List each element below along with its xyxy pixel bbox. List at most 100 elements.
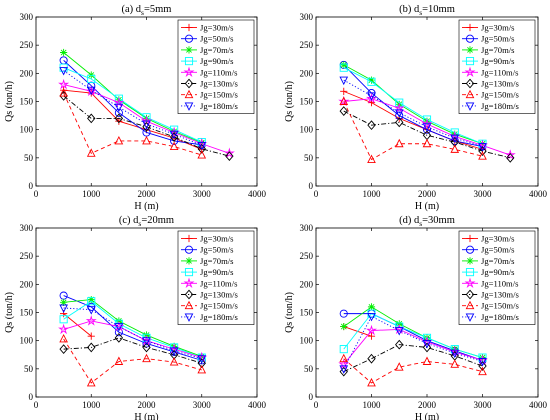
y-tick-label: 250 bbox=[300, 251, 314, 261]
data-point bbox=[339, 309, 348, 318]
data-point bbox=[142, 353, 151, 363]
legend-label: Jg=90m/s bbox=[481, 267, 515, 277]
y-tick-label: 50 bbox=[24, 153, 34, 163]
y-tick-label: 250 bbox=[20, 40, 34, 50]
data-point bbox=[395, 111, 404, 120]
x-tick-label: 0 bbox=[314, 400, 319, 410]
panel-title-subscript: s bbox=[419, 219, 422, 228]
data-point bbox=[142, 121, 151, 132]
data-point bbox=[340, 61, 348, 69]
legend-marker bbox=[184, 289, 194, 300]
series-line bbox=[343, 328, 483, 365]
series-8 bbox=[59, 304, 207, 364]
data-point bbox=[225, 151, 234, 162]
data-point bbox=[506, 152, 515, 163]
data-point bbox=[422, 123, 432, 132]
data-point bbox=[114, 113, 124, 124]
legend-label: Jg=50m/s bbox=[200, 34, 234, 44]
y-tick-label: 250 bbox=[20, 251, 34, 261]
data-point bbox=[478, 366, 487, 376]
data-point bbox=[197, 143, 206, 154]
legend-marker bbox=[183, 277, 195, 288]
legend-marker bbox=[185, 234, 193, 243]
legend-label: Jg=180m/s bbox=[200, 312, 238, 322]
panel-title-main: (c) d bbox=[119, 215, 139, 226]
data-point bbox=[422, 138, 432, 148]
data-point bbox=[450, 134, 460, 144]
series-7 bbox=[59, 88, 207, 159]
legend-marker bbox=[184, 89, 194, 99]
legend-marker bbox=[185, 257, 193, 265]
legend-label: Jg=70m/s bbox=[200, 45, 234, 55]
x-tick-label: 0 bbox=[34, 400, 39, 410]
legend-marker bbox=[464, 277, 476, 288]
data-point bbox=[367, 154, 376, 163]
series-line bbox=[343, 67, 483, 145]
y-tick-label: 50 bbox=[24, 364, 34, 374]
series-4 bbox=[59, 297, 206, 362]
y-tick-label: 200 bbox=[300, 279, 314, 289]
x-tick-label: 4000 bbox=[529, 189, 548, 199]
legend-label: Jg=50m/s bbox=[481, 34, 515, 44]
data-point bbox=[114, 108, 123, 117]
data-point bbox=[339, 365, 349, 374]
data-point bbox=[367, 303, 376, 311]
series-line bbox=[343, 64, 483, 148]
x-tick-label: 0 bbox=[314, 189, 319, 199]
data-point bbox=[367, 332, 376, 340]
y-tick-label: 0 bbox=[309, 181, 314, 191]
legend-label: Jg=110m/s bbox=[481, 67, 519, 77]
data-point bbox=[340, 87, 348, 95]
data-point bbox=[422, 356, 432, 365]
x-tick-label: 1000 bbox=[82, 189, 101, 199]
legend-marker bbox=[183, 66, 195, 77]
legend-label: Jg=150m/s bbox=[481, 301, 519, 311]
legend-label: Jg=110m/s bbox=[200, 278, 238, 288]
legend-marker bbox=[465, 268, 475, 277]
data-point bbox=[87, 113, 96, 124]
data-point bbox=[394, 109, 404, 118]
y-axis-title: Qs (ton/h) bbox=[284, 292, 295, 333]
legend-label: Jg=130m/s bbox=[481, 290, 519, 300]
data-point bbox=[169, 357, 179, 366]
legend-label: Jg=30m/s bbox=[481, 234, 515, 244]
data-point bbox=[422, 115, 432, 124]
panel-title: (b) ds=10mm bbox=[399, 4, 455, 17]
x-tick-label: 1000 bbox=[363, 400, 382, 410]
data-point bbox=[198, 352, 206, 361]
panel-title-subscript: s bbox=[141, 8, 144, 17]
y-tick-label: 300 bbox=[300, 12, 314, 22]
legend-marker bbox=[465, 34, 475, 43]
data-point bbox=[422, 340, 432, 349]
y-tick-label: 50 bbox=[304, 153, 314, 163]
series-line bbox=[343, 344, 483, 373]
data-point bbox=[87, 297, 96, 306]
legend-marker bbox=[465, 89, 475, 99]
data-point bbox=[59, 315, 68, 324]
panel-title-tail: =5mm bbox=[144, 4, 172, 15]
series-line bbox=[343, 90, 483, 150]
data-point bbox=[142, 135, 151, 145]
x-tick-label: 0 bbox=[34, 189, 39, 199]
panel-title-main: (b) d bbox=[399, 4, 420, 15]
data-point bbox=[85, 315, 97, 326]
data-point bbox=[59, 333, 68, 343]
legend-label: Jg=180m/s bbox=[481, 101, 519, 111]
panel-title: (c) ds=20mm bbox=[119, 215, 174, 228]
x-tick-label: 3000 bbox=[474, 189, 493, 199]
x-tick-label: 1000 bbox=[82, 400, 101, 410]
series-7 bbox=[339, 96, 487, 163]
y-tick-label: 100 bbox=[20, 125, 34, 135]
data-point bbox=[421, 118, 433, 129]
data-point bbox=[58, 323, 70, 335]
series-line bbox=[63, 89, 202, 150]
legend-label: Jg=130m/s bbox=[481, 79, 519, 89]
legend-label: Jg=150m/s bbox=[481, 90, 519, 100]
y-tick-label: 150 bbox=[20, 97, 34, 107]
data-point bbox=[114, 332, 124, 343]
legend-marker bbox=[184, 268, 194, 277]
y-axis-title: Qs (ton/h) bbox=[4, 292, 15, 333]
legend-label: Jg=180m/s bbox=[481, 312, 519, 322]
data-point bbox=[339, 76, 349, 86]
series-line bbox=[63, 299, 202, 357]
